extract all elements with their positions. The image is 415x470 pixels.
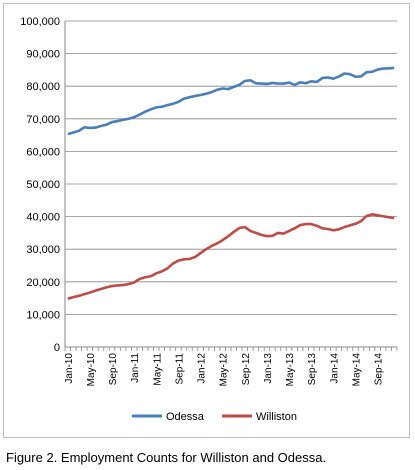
x-tick-label: Jan-10: [64, 353, 75, 384]
y-tick-label: 30,000: [26, 244, 60, 256]
series-lines: [67, 66, 395, 300]
x-tick-label: May-14: [352, 353, 363, 387]
y-tick-label: 20,000: [26, 277, 60, 289]
y-tick-label: 70,000: [26, 114, 60, 126]
series-line-odessa: [67, 66, 395, 136]
y-tick-label: 50,000: [26, 179, 60, 191]
figure-caption: Figure 2. Employment Counts for Willisto…: [6, 450, 327, 465]
gridlines: [65, 20, 397, 315]
x-tick-label: May-10: [86, 353, 97, 387]
y-tick-label: 0: [54, 342, 60, 354]
x-tick-label: Jan-11: [130, 353, 141, 383]
chart-frame: 0 10,000 20,000 30,000 40,000 50,000 60,000 70,…: [3, 3, 410, 438]
y-tick-label: 90,000: [26, 49, 60, 61]
y-tick-label: 10,000: [26, 309, 60, 321]
y-axis-tick-labels: 0 10,000 20,000 30,000 40,000 50,000 60,000 70,…: [20, 16, 60, 354]
legend-label-williston: Williston: [256, 411, 297, 423]
x-tick-label: Jan-13: [263, 353, 274, 384]
x-tick-label: Sep-10: [108, 353, 119, 386]
legend: Odessa Williston: [132, 411, 297, 423]
x-tick-label: May-12: [219, 353, 230, 387]
axes: [64, 21, 398, 351]
x-tick-label: Jan-14: [329, 353, 340, 384]
x-tick-label: Sep-14: [374, 353, 385, 386]
x-tick-label: Sep-11: [174, 353, 185, 385]
series-line-williston: [67, 213, 395, 300]
x-tick-label: Sep-13: [307, 353, 318, 386]
x-tick-label: Sep-12: [241, 353, 252, 386]
y-tick-label: 80,000: [26, 81, 60, 93]
legend-label-odessa: Odessa: [166, 411, 205, 423]
y-tick-label: 100,000: [20, 16, 60, 28]
x-axis-tick-labels: Jan-10 May-10 Sep-10 Jan-11 May-11 Sep-11 Jan-…: [64, 353, 385, 387]
y-tick-label: 60,000: [26, 146, 60, 158]
line-chart: 0 10,000 20,000 30,000 40,000 50,000 60,000 70,…: [20, 16, 398, 423]
x-tick-label: May-13: [285, 353, 296, 387]
y-tick-label: 40,000: [26, 212, 60, 224]
x-tick-label: Jan-12: [197, 353, 208, 384]
x-tick-label: May-11: [152, 353, 163, 386]
